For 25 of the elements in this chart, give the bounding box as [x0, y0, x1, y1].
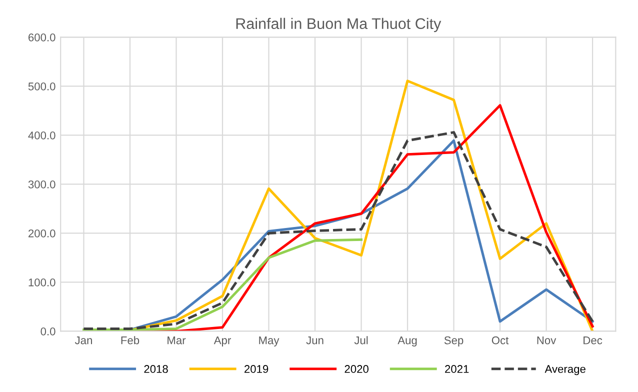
x-tick-label: Dec [584, 336, 602, 344]
legend-label: 2019 [244, 365, 268, 373]
x-tick-label: Feb [121, 336, 140, 344]
y-tick-label: 500.0 [28, 82, 56, 90]
legend-label: 2018 [144, 365, 168, 373]
x-tick-label: Aug [398, 336, 417, 346]
x-tick-label: Oct [492, 336, 509, 344]
y-tick-label: 300.0 [28, 180, 56, 188]
y-tick-label: 0.0 [40, 328, 56, 336]
x-tick-label: Jan [74, 336, 92, 344]
x-tick-label: Apr [214, 336, 231, 346]
legend-label: 2020 [344, 365, 368, 373]
x-tick-label: Mar [168, 336, 186, 344]
y-tick-label: 100.0 [28, 278, 56, 286]
x-tick-label: Sep [444, 336, 464, 346]
y-tick-label: 400.0 [28, 132, 56, 140]
legend-label: 2021 [445, 365, 469, 373]
x-tick-label: May [259, 336, 280, 346]
x-tick-label: Jul [354, 336, 368, 344]
x-tick-label: Nov [537, 336, 556, 344]
chart-title: Rainfall in Buon Ma Thuot City [236, 18, 442, 32]
y-tick-label: 600.0 [28, 34, 56, 42]
y-tick-label: 200.0 [28, 230, 56, 238]
x-tick-label: Jun [306, 336, 324, 344]
legend-label: Average [544, 365, 586, 376]
